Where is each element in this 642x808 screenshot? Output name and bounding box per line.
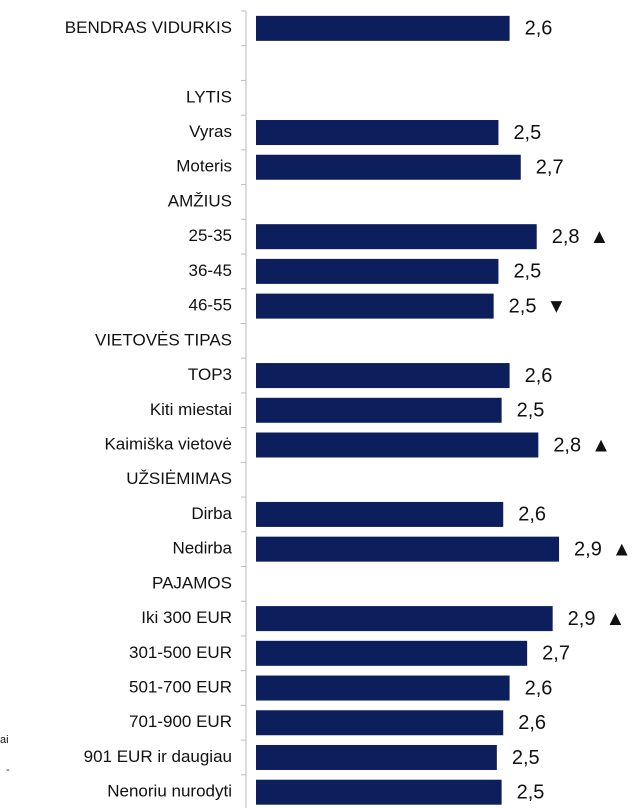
bar	[256, 397, 502, 423]
significance-marker: ▲	[590, 226, 610, 248]
value-label: 2,5	[512, 747, 540, 769]
category-label: 901 EUR ir daugiau	[84, 747, 232, 766]
bar	[256, 744, 497, 770]
category-label: AMŽIUS	[168, 191, 232, 210]
value-label: 2,9	[568, 608, 596, 630]
category-label: 36-45	[189, 261, 232, 280]
bar	[256, 224, 537, 250]
significance-marker: ▲	[591, 434, 611, 456]
category-label: 701-900 EUR	[129, 712, 232, 731]
category-label: 501-700 EUR	[129, 678, 232, 697]
bar	[256, 779, 502, 805]
bar	[256, 15, 510, 41]
bar	[256, 536, 560, 562]
category-label: TOP3	[188, 365, 232, 384]
side-note: ai	[0, 734, 9, 746]
category-label: PAJAMOS	[152, 573, 232, 592]
value-label: 2,6	[525, 365, 553, 387]
category-label: Dirba	[191, 504, 232, 523]
value-label: 2,6	[525, 677, 553, 699]
category-label: LYTIS	[186, 87, 232, 106]
bar	[256, 432, 539, 458]
category-label: Moteris	[176, 157, 232, 176]
bar	[256, 293, 494, 319]
category-label: Kaimiška vietovė	[104, 434, 232, 453]
value-label: 2,8	[552, 226, 580, 248]
side-note: -	[6, 764, 10, 776]
value-label: 2,6	[518, 712, 546, 734]
value-label: 2,5	[517, 400, 545, 422]
category-label: 301-500 EUR	[129, 643, 232, 662]
bar	[256, 258, 499, 284]
category-label: Nedirba	[172, 539, 232, 558]
category-label: Vyras	[189, 122, 232, 141]
category-label: 25-35	[189, 226, 232, 245]
category-label: BENDRAS VIDURKIS	[65, 18, 232, 37]
value-label: 2,5	[513, 261, 541, 283]
bar	[256, 640, 528, 666]
value-label: 2,5	[517, 781, 545, 803]
value-label: 2,6	[518, 504, 546, 526]
bar	[256, 154, 521, 180]
significance-marker: ▲	[612, 538, 632, 560]
value-label: 2,5	[509, 295, 537, 317]
value-label: 2,7	[536, 157, 564, 179]
bar	[256, 501, 504, 527]
category-label: VIETOVĖS TIPAS	[95, 330, 232, 349]
value-label: 2,8	[553, 434, 581, 456]
category-label: UŽSIĖMIMAS	[126, 469, 232, 488]
category-label: Nenoriu nurodyti	[107, 782, 232, 801]
significance-marker: ▼	[546, 295, 566, 317]
value-label: 2,7	[542, 643, 570, 665]
bar	[256, 120, 499, 146]
bar	[256, 606, 553, 632]
bar	[256, 675, 510, 701]
category-label: Kiti miestai	[150, 400, 232, 419]
category-label: Iki 300 EUR	[141, 608, 232, 627]
significance-marker: ▲	[605, 608, 625, 630]
bar	[256, 710, 504, 736]
value-label: 2,5	[513, 122, 541, 144]
bar	[256, 363, 510, 389]
value-label: 2,9	[574, 538, 602, 560]
category-label: 46-55	[189, 296, 232, 315]
value-label: 2,6	[525, 18, 553, 40]
